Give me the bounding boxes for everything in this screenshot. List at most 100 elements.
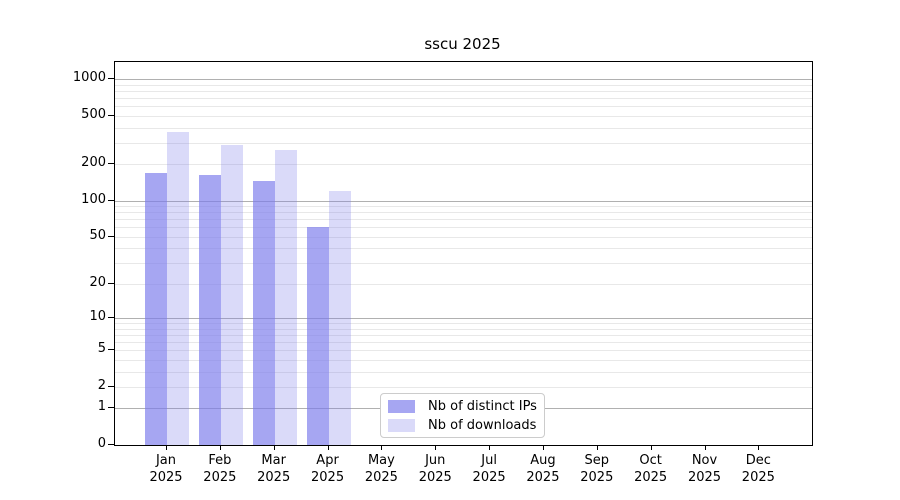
y-gridline-minor [115, 334, 812, 336]
x-tick-label: Nov 2025 [673, 452, 737, 486]
y-tick [108, 235, 114, 237]
x-tick-label: Jun 2025 [403, 452, 467, 486]
y-tick [108, 163, 114, 165]
x-tick-label-month: May [367, 453, 395, 468]
x-tick-label-month: Apr [316, 453, 339, 468]
y-gridline-minor [115, 84, 812, 86]
x-tick [704, 445, 706, 450]
y-gridline-minor [115, 206, 812, 208]
x-tick-label-year: 2025 [526, 470, 560, 485]
x-tick [542, 445, 544, 450]
y-tick-label: 2 [97, 377, 106, 393]
y-tick-label: 200 [81, 155, 106, 171]
y-gridline-minor [115, 236, 812, 238]
x-tick [489, 445, 491, 450]
y-gridline-minor [115, 227, 812, 229]
x-tick-label: Dec 2025 [726, 452, 790, 486]
y-tick-label: 100 [81, 191, 106, 207]
y-gridline-minor [115, 219, 812, 221]
x-tick-label: Aug 2025 [511, 452, 575, 486]
y-gridline-minor [115, 350, 812, 352]
bar-downloads [220, 144, 243, 445]
x-tick-label: Apr 2025 [296, 452, 360, 486]
x-tick [327, 445, 329, 450]
x-tick-label-month: Oct [639, 453, 662, 468]
x-tick [435, 445, 437, 450]
y-gridline-major [115, 200, 812, 202]
y-tick-label: 1000 [72, 70, 106, 86]
y-gridline-minor [115, 359, 812, 361]
y-gridline-minor [115, 341, 812, 343]
x-tick-label-year: 2025 [472, 470, 506, 485]
y-gridline-major [115, 318, 812, 320]
x-tick-label-year: 2025 [418, 470, 452, 485]
y-gridline-major [115, 79, 812, 81]
y-tick-label: 50 [89, 227, 106, 243]
bar-downloads [167, 131, 189, 445]
legend-row-downloads: Nb of downloads [388, 418, 544, 433]
y-tick [108, 385, 114, 387]
y-gridline-minor [115, 328, 812, 330]
x-tick-label-year: 2025 [741, 470, 775, 485]
x-tick-label-month: Sep [584, 453, 610, 468]
x-tick-label-year: 2025 [580, 470, 614, 485]
y-gridline-minor [115, 386, 812, 388]
y-tick [108, 317, 114, 319]
x-tick [758, 445, 760, 450]
x-tick-label: Jul 2025 [457, 452, 521, 486]
y-gridline-minor [115, 115, 812, 117]
bar-downloads [328, 191, 351, 445]
x-tick-label: Sep 2025 [565, 452, 629, 486]
x-tick-label-year: 2025 [311, 470, 345, 485]
y-gridline-minor [115, 164, 812, 166]
y-tick [108, 349, 114, 351]
y-gridline-minor [115, 371, 812, 373]
bar-distinct-ips [252, 181, 275, 445]
bar-distinct-ips [145, 172, 167, 445]
x-tick-label-year: 2025 [634, 470, 668, 485]
y-gridline-minor [115, 248, 812, 250]
y-gridline-minor [115, 106, 812, 108]
x-tick-label-year: 2025 [687, 470, 722, 485]
x-tick-label: May 2025 [349, 452, 413, 486]
y-tick-label: 1 [97, 399, 106, 415]
x-tick-label-month: Nov [691, 453, 718, 468]
bar-distinct-ips [198, 175, 221, 445]
x-tick-label-month: Feb [208, 453, 232, 468]
y-tick [108, 407, 114, 409]
y-gridline-minor [115, 91, 812, 93]
x-tick-label-year: 2025 [364, 470, 398, 485]
x-tick-label-year: 2025 [149, 470, 183, 485]
x-tick-label: Mar 2025 [242, 452, 306, 486]
x-tick [381, 445, 383, 450]
bar-downloads [274, 149, 297, 445]
y-tick-label: 500 [81, 106, 106, 122]
x-tick [650, 445, 652, 450]
x-tick-label-year: 2025 [203, 470, 237, 485]
x-tick [596, 445, 598, 450]
plot-area: Nb of distinct IPs Nb of downloads [114, 61, 813, 446]
x-tick [219, 445, 221, 450]
y-tick-label: 5 [97, 341, 106, 357]
y-tick [108, 114, 114, 116]
y-tick [108, 199, 114, 201]
x-tick-label-month: Aug [530, 453, 556, 468]
legend: Nb of distinct IPs Nb of downloads [380, 393, 545, 438]
x-tick-label: Feb 2025 [188, 452, 252, 486]
y-gridline-minor [115, 323, 812, 325]
x-tick-label-month: Jul [481, 453, 497, 468]
legend-label-downloads: Nb of downloads [428, 417, 537, 433]
chart-title: sscu 2025 [424, 35, 501, 53]
x-tick-label-month: Jun [425, 453, 446, 468]
y-tick-label: 10 [89, 309, 106, 325]
y-tick [108, 282, 114, 284]
y-tick-label: 20 [89, 274, 106, 290]
x-tick-label: Oct 2025 [619, 452, 683, 486]
y-tick [108, 78, 114, 80]
y-gridline-minor [115, 263, 812, 265]
y-gridline-minor [115, 127, 812, 129]
x-tick [166, 445, 167, 450]
y-tick [108, 444, 114, 445]
legend-swatch-distinct-ips [388, 399, 415, 413]
